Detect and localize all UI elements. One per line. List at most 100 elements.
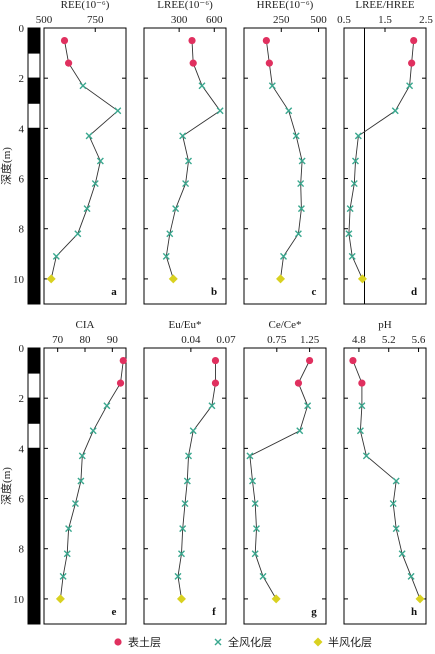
x-tick-label: 2.5 — [419, 14, 433, 26]
depth-tick-label: 0 — [19, 343, 25, 355]
weathered-point-stroke — [354, 132, 362, 140]
x-tick-label: 1.25 — [300, 334, 320, 346]
panel-letter: e — [112, 606, 117, 618]
weathered-point — [216, 107, 224, 115]
legend-label: 半风化层 — [328, 635, 372, 649]
topsoil-point — [358, 379, 366, 387]
panel-title: LREE(10⁻⁶) — [157, 0, 213, 11]
weathered-point-stroke — [172, 205, 180, 213]
weathered-point-stroke — [83, 205, 91, 213]
legend-item: 全风化层 — [214, 635, 272, 649]
weathered-point-stroke — [91, 180, 99, 188]
semiweathered-point — [168, 274, 178, 284]
depth-column-block — [27, 347, 41, 374]
weathered-point-stroke — [103, 402, 111, 410]
x-tick-label: 5.6 — [412, 334, 426, 346]
weathered-point — [362, 452, 370, 460]
depth-column-block — [27, 573, 41, 600]
panel-title: CIA — [76, 319, 95, 331]
depth-tick-label: 6 — [19, 494, 25, 506]
weathered-point-stroke — [345, 230, 353, 238]
weathered-point — [77, 477, 85, 485]
panel-frame — [43, 27, 127, 305]
panel-frame — [343, 347, 427, 625]
x-tick-label: 5.2 — [382, 334, 396, 346]
weathered-point-stroke — [251, 500, 259, 508]
depth-column-block — [27, 127, 41, 154]
weathered-point — [297, 180, 305, 188]
weathered-point — [407, 572, 415, 580]
weathered-point-stroke — [297, 180, 305, 188]
semiweathered-point — [313, 637, 323, 647]
weathered-point — [351, 157, 359, 165]
weathered-point — [259, 572, 267, 580]
depth-column-block — [27, 548, 41, 575]
panel-g: Ce/Ce* 0.75 1.25 g — [243, 319, 327, 625]
x-tick-label: 600 — [206, 14, 223, 26]
weathered-point-stroke — [362, 452, 370, 460]
x-tick-label: 90 — [107, 334, 119, 346]
series-line — [50, 40, 119, 279]
topsoil-point — [306, 356, 314, 365]
weathered-point — [179, 525, 187, 533]
weathered-point-stroke — [166, 230, 174, 238]
x-tick-label: 500 — [36, 14, 53, 26]
depth-tick-label: 8 — [19, 544, 25, 556]
weathered-point-stroke — [208, 402, 216, 410]
weathered-point-stroke — [65, 525, 73, 533]
weathered-point-stroke — [63, 550, 71, 558]
weathered-point — [345, 230, 353, 238]
weathered-point — [114, 107, 122, 115]
panel-frame — [243, 27, 327, 305]
weathered-point-stroke — [251, 550, 259, 558]
panel-letter: g — [311, 606, 317, 618]
weathered-point — [198, 82, 206, 90]
weathered-point — [182, 180, 190, 188]
panel-h: pH 4.8 5.2 5.6 h — [343, 319, 427, 625]
depth-column-block — [27, 523, 41, 550]
weathered-point — [65, 525, 73, 533]
x-tick-label: 80 — [80, 334, 92, 346]
weathered-point — [285, 107, 293, 115]
weathered-point — [185, 452, 193, 460]
weathered-point — [358, 402, 366, 410]
depth-axis-label: 深度(m) — [0, 467, 13, 505]
weathered-point — [83, 205, 91, 213]
weathered-point-stroke — [198, 82, 206, 90]
weathered-point — [162, 252, 170, 260]
topsoil-point — [211, 379, 220, 387]
weathered-point — [96, 157, 104, 165]
semiweathered-point — [55, 594, 65, 604]
panel-frame — [243, 347, 327, 625]
weathered-point-stroke — [179, 132, 187, 140]
panel-frame — [43, 347, 127, 625]
x-tick-label: 300 — [171, 14, 188, 26]
weathered-point — [304, 402, 312, 410]
topsoil-point — [60, 36, 69, 45]
series-line — [59, 360, 124, 599]
weathered-point-stroke — [214, 638, 222, 646]
depth-column-block — [27, 397, 41, 424]
depth-tick-label: 8 — [19, 224, 25, 236]
weathered-point-stroke — [182, 180, 190, 188]
panel-d: LREE/HREE 0.5 1.5 2.5 d — [337, 0, 433, 305]
weathered-point-stroke — [185, 452, 193, 460]
weathered-point — [297, 205, 305, 213]
panel-a: REE(10⁻⁶) 500 750 a — [36, 0, 127, 305]
weathered-point-stroke — [358, 402, 366, 410]
weathered-point-stroke — [246, 452, 254, 460]
weathered-point-stroke — [189, 427, 197, 435]
depth-column-block — [27, 598, 41, 625]
weathered-point — [183, 477, 191, 485]
weathered-point — [406, 82, 414, 90]
panel-letter: f — [212, 606, 216, 618]
weathered-point — [389, 500, 397, 508]
weathered-point — [392, 477, 400, 485]
weathered-point — [179, 132, 187, 140]
weathered-point — [189, 427, 197, 435]
panel-frame — [143, 27, 227, 305]
weathered-point-stroke — [179, 525, 187, 533]
weathered-point — [74, 230, 82, 238]
weathered-point — [174, 572, 182, 580]
weathered-point — [350, 180, 358, 188]
